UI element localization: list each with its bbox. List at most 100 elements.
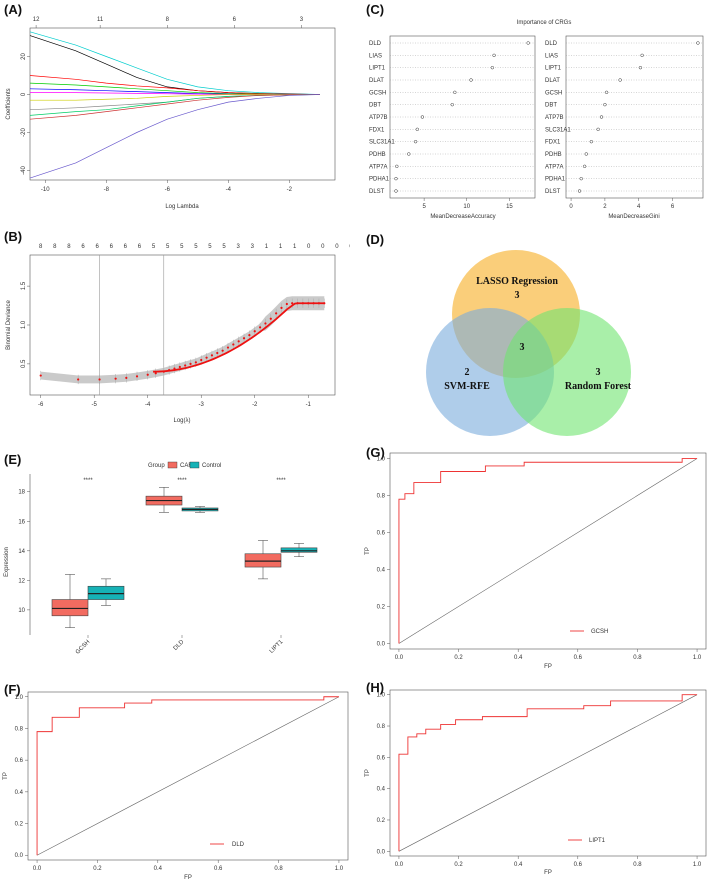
top-tick-label: 6 [110,244,114,250]
top-tick-label: 5 [180,244,184,250]
gene-label: DLAT [369,78,384,84]
significance-label: **** [177,478,187,484]
cv-point [280,306,283,309]
y-tick-label: 0.0 [15,853,24,859]
x-tick-label: 0.8 [633,655,642,661]
x-tick-label: 4 [637,204,641,210]
cv-point [135,375,139,378]
importance-point [490,66,495,70]
gene-label: DLD [369,41,382,47]
importance-point [582,164,587,168]
x-tick-label: 6 [671,204,675,210]
legend-label-control: Control [202,463,221,469]
top-tick-label: 5 [194,244,198,250]
cv-point [98,378,101,381]
gene-label: FDX1 [545,140,561,146]
top-tick-label: 5 [166,244,170,250]
axis-label-y-h: TP [365,769,371,777]
coef-path [29,75,320,95]
y-tick-label: 0.2 [377,818,386,824]
cv-point [189,362,192,365]
y-tick-label: -40 [21,166,27,175]
top-tick-label: 8 [39,244,43,250]
x-tick-label: 0.8 [633,862,642,868]
panel-label-a: (A) [4,2,23,17]
venn-label-svm: SVM-RFE [444,381,490,392]
y-tick-label: 0.4 [377,787,386,793]
y-tick-label: 1.0 [15,695,24,701]
roc-legend-gcsh: GCSH [591,629,608,635]
error-band [40,296,325,384]
gene-label: ATP7B [545,115,564,121]
importance-point [640,53,644,57]
gene-label: LIAS [369,53,382,59]
venn-circle-rf [503,308,631,436]
cv-point [248,334,251,337]
top-tick-label: 1 [279,244,283,250]
cv-point [184,364,187,367]
axis-label-x-a: Log Lambda [165,204,199,210]
gene-label: GCSH [369,90,386,96]
importance-point [492,53,496,57]
gene-label: ATP7A [369,164,388,170]
coef-path [29,94,320,116]
cv-point [237,340,240,343]
y-tick-label: 0.6 [377,531,386,537]
x-tick-label: -2 [252,402,258,408]
x-tick-label: -1 [306,402,312,408]
legend: Group CAF Control [148,461,221,469]
coef-path [29,31,320,95]
legend-title: Group [148,463,165,469]
coef-path [29,94,320,179]
x-tick-label: 0.6 [574,862,583,868]
x-tick-label: 0.2 [454,862,463,868]
y-tick-label: 16 [18,519,25,525]
importance-point [596,127,600,131]
importance-point [394,189,398,193]
expression-boxplot: Group CAF Control 10 12 14 16 18 **** GCSH ***… [4,461,318,656]
roc-chart-dld: 0.0 0.0 0.2 0.2 0.4 0.4 0.6 0.6 0.8 0.8 1.0 1.0 DLD… [3,691,349,881]
y-tick-label: 0.6 [377,755,386,761]
category-label: GCSH [75,639,92,656]
cv-point [216,351,219,355]
top-tick-label: 5 [152,244,156,250]
box [87,585,125,600]
diagonal-reference [398,694,698,852]
y-tick-label: 0.8 [377,494,386,500]
x-tick-label: 1.0 [335,866,344,872]
top-tick-label: 0 [349,244,350,250]
panel-label-f: (F) [4,682,21,697]
significance-label: **** [83,478,93,484]
chart-title-c: Importance of CRGs [517,20,572,26]
cv-point [264,322,267,325]
importance-point [618,78,622,82]
importance-point [413,140,418,144]
y-tick-label: 18 [18,490,25,496]
roc-legend-dld: DLD [232,842,245,848]
importance-point [577,189,582,193]
y-tick-label: 0.0 [377,849,386,855]
gene-label: GCSH [545,90,562,96]
gene-label: PDHA1 [369,177,390,183]
importance-point [469,78,473,82]
roc-curve [398,694,698,852]
significance-label: **** [276,478,286,484]
y-tick-label: 0.2 [15,822,24,828]
gene-label: DLD [545,41,558,47]
top-tick-label: 3 [237,244,241,250]
venn-count-center: 3 [520,342,525,353]
cv-point [194,361,197,364]
cv-point [221,349,224,352]
category-label: DLD [173,639,186,652]
importance-point [453,90,457,94]
importance-point [526,41,530,45]
x-tick-label: 2 [603,204,607,210]
gene-label: DBT [369,103,381,109]
y-tick-label: -20 [21,128,27,137]
y-tick-label: 0.4 [377,567,386,573]
importance-point [696,41,700,45]
panel-label-g: (G) [366,445,385,460]
y-tick-label: 0.6 [15,758,24,764]
x-tick-label: 0 [569,204,573,210]
axis-label-x-g: FP [544,664,552,670]
